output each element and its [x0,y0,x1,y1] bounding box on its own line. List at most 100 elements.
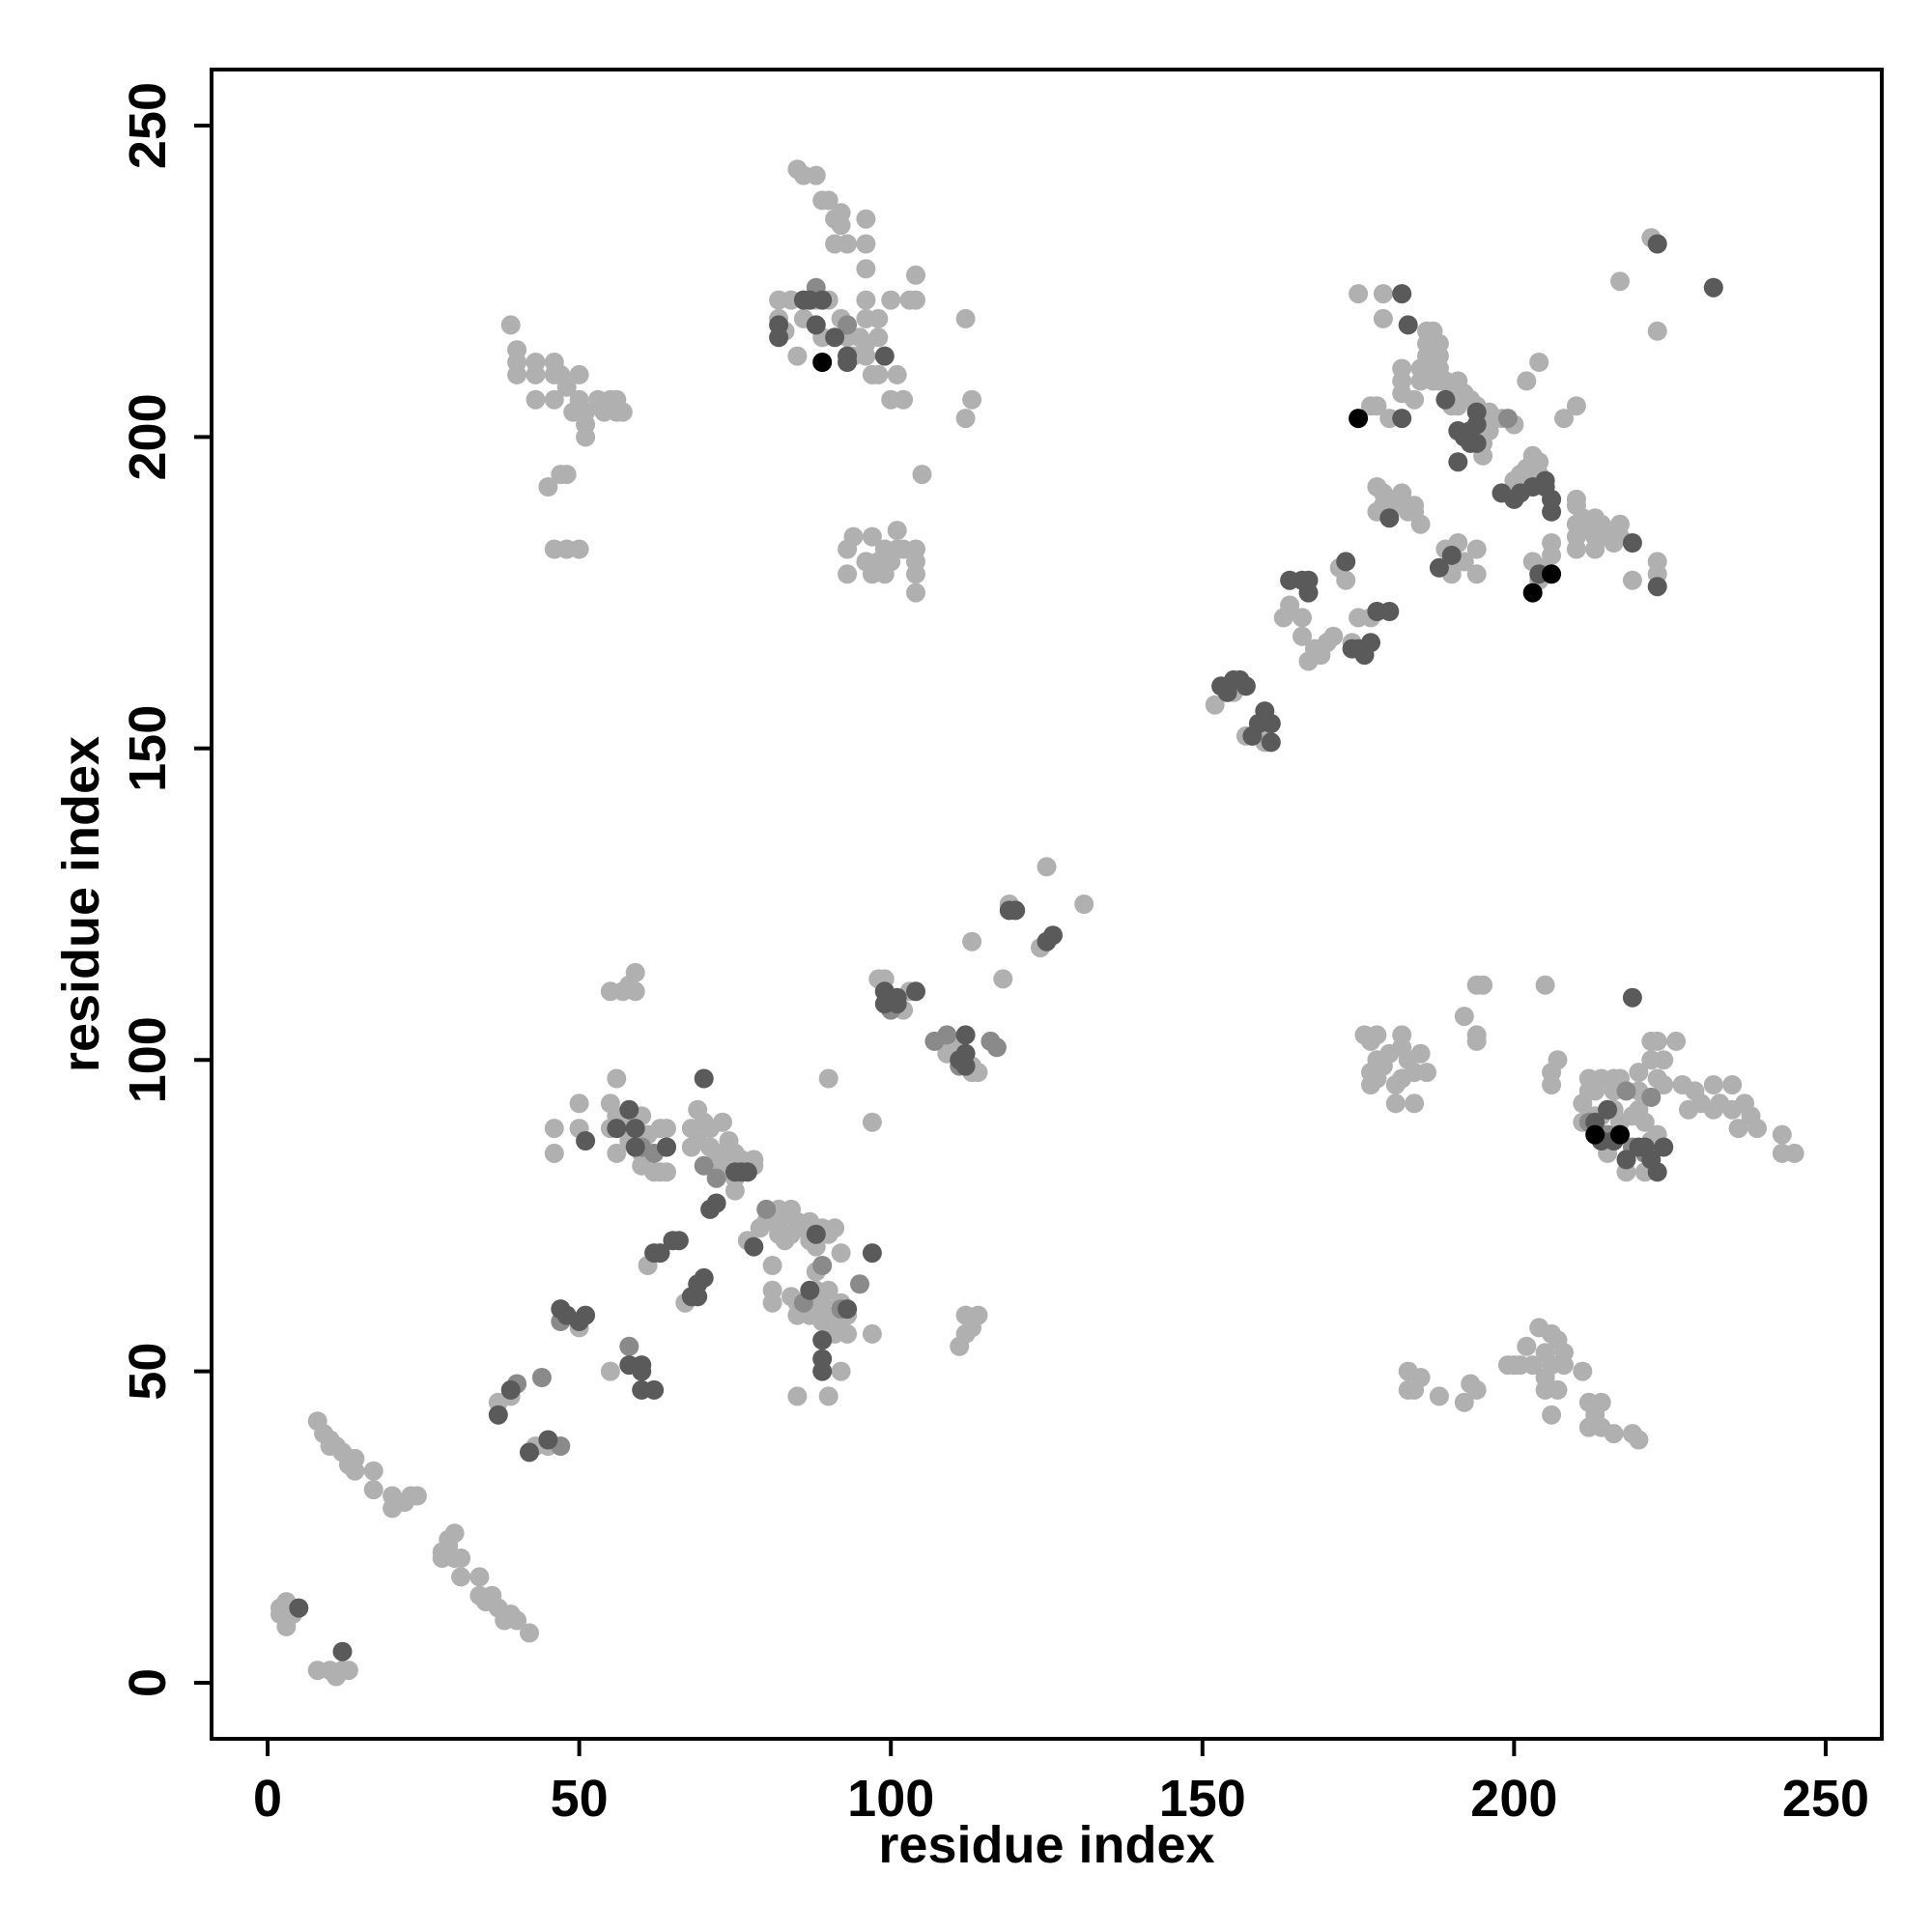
contact-point [1604,1424,1624,1444]
x-tick-label: 0 [253,1770,282,1828]
contact-point [1410,1043,1431,1064]
contact-point [1654,1050,1674,1070]
contact-point [769,327,789,348]
contact-point [1517,371,1537,391]
contact-point [906,265,925,285]
contact-point [887,521,907,541]
contact-point [812,1330,833,1350]
contact-point [1349,284,1369,304]
contact-point [986,1037,1007,1058]
contact-point [713,1112,732,1132]
contact-point [1448,452,1468,472]
x-tick-label: 100 [847,1770,934,1828]
contact-point [625,1137,645,1157]
contact-point [1542,564,1562,584]
contact-point [955,1025,976,1045]
x-tick-label: 250 [1782,1770,1869,1828]
contact-point [1554,1355,1574,1376]
contact-point [1647,577,1667,597]
contact-point [1542,545,1562,565]
contact-point [1466,433,1487,453]
contact-point [850,327,869,348]
contact-point [962,931,982,952]
contact-point [887,987,907,1008]
contact-point [1205,695,1225,715]
contact-point [1542,1075,1562,1094]
contact-point [737,1162,757,1182]
contact-point [856,290,876,310]
contact-point [1043,925,1063,946]
contact-point [500,1379,521,1400]
contact-point [556,377,577,397]
contact-point [1074,895,1094,914]
contact-point [644,1379,665,1400]
contact-point [444,1523,465,1544]
contact-point [1361,633,1380,653]
contact-point [787,1386,808,1406]
contact-point [1006,900,1026,921]
contact-point [856,209,876,229]
contact-point [1429,1386,1449,1406]
contact-point [762,1293,782,1313]
contact-point [1497,409,1518,429]
contact-point [625,1119,645,1139]
contact-point [874,346,895,366]
contact-point [657,1162,676,1182]
contact-point [1379,602,1400,621]
contact-point [531,1368,552,1387]
contact-point [806,315,826,335]
contact-point [607,1143,627,1163]
contact-point [825,327,845,348]
contact-point [1392,409,1412,429]
contact-point [576,414,596,435]
contact-point [1367,396,1387,416]
contact-point [962,389,982,410]
contact-point [1517,1336,1537,1356]
contact-point [1647,1031,1667,1051]
contact-point [1535,975,1555,995]
x-tick-label: 150 [1159,1770,1246,1828]
contact-point [520,1442,539,1463]
contact-point [831,215,851,236]
contact-point [332,1641,353,1662]
contact-point [881,290,901,310]
contact-point [993,969,1013,989]
contact-point [1373,284,1393,304]
contact-point [1454,1007,1474,1027]
contact-point [520,1623,539,1643]
contact-point [619,1099,639,1120]
contact-point [1548,1050,1568,1070]
contact-point [1522,582,1543,603]
contact-point [812,290,833,310]
contact-point [1647,1162,1667,1182]
contact-point [500,315,521,335]
contact-point [526,364,546,384]
y-axis: 0 50 100 150 200 250 [119,82,212,1697]
y-tick-label: 200 [119,393,177,480]
contact-point [1349,409,1369,429]
contact-point [1385,1094,1406,1114]
contact-point [1466,414,1487,435]
contact-point [812,1256,833,1275]
points-layer [270,159,1804,1687]
contact-point [1410,1368,1431,1387]
contact-point [1554,409,1574,429]
contact-point [1616,1150,1636,1170]
contact-point [1647,234,1667,254]
contact-point [806,1224,826,1244]
y-tick-label: 50 [119,1343,177,1401]
contact-point [1654,1075,1674,1094]
contact-point [1441,545,1462,565]
contact-point [1591,1392,1611,1412]
contact-point [831,1243,851,1264]
contact-point [906,981,925,1002]
contact-point [607,1119,627,1139]
x-tick-label: 200 [1470,1770,1557,1828]
contact-point [1666,1031,1687,1051]
y-axis-title: residue index [52,736,110,1072]
contact-point [825,1218,845,1238]
contact-point [1616,1081,1636,1101]
contact-point [576,1131,596,1151]
